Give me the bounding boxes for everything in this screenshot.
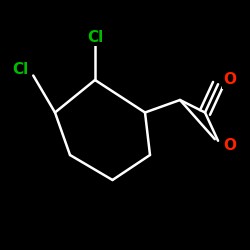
Text: Cl: Cl (87, 30, 103, 45)
Text: O: O (224, 72, 236, 88)
Text: O: O (224, 138, 236, 152)
Text: Cl: Cl (12, 62, 28, 78)
